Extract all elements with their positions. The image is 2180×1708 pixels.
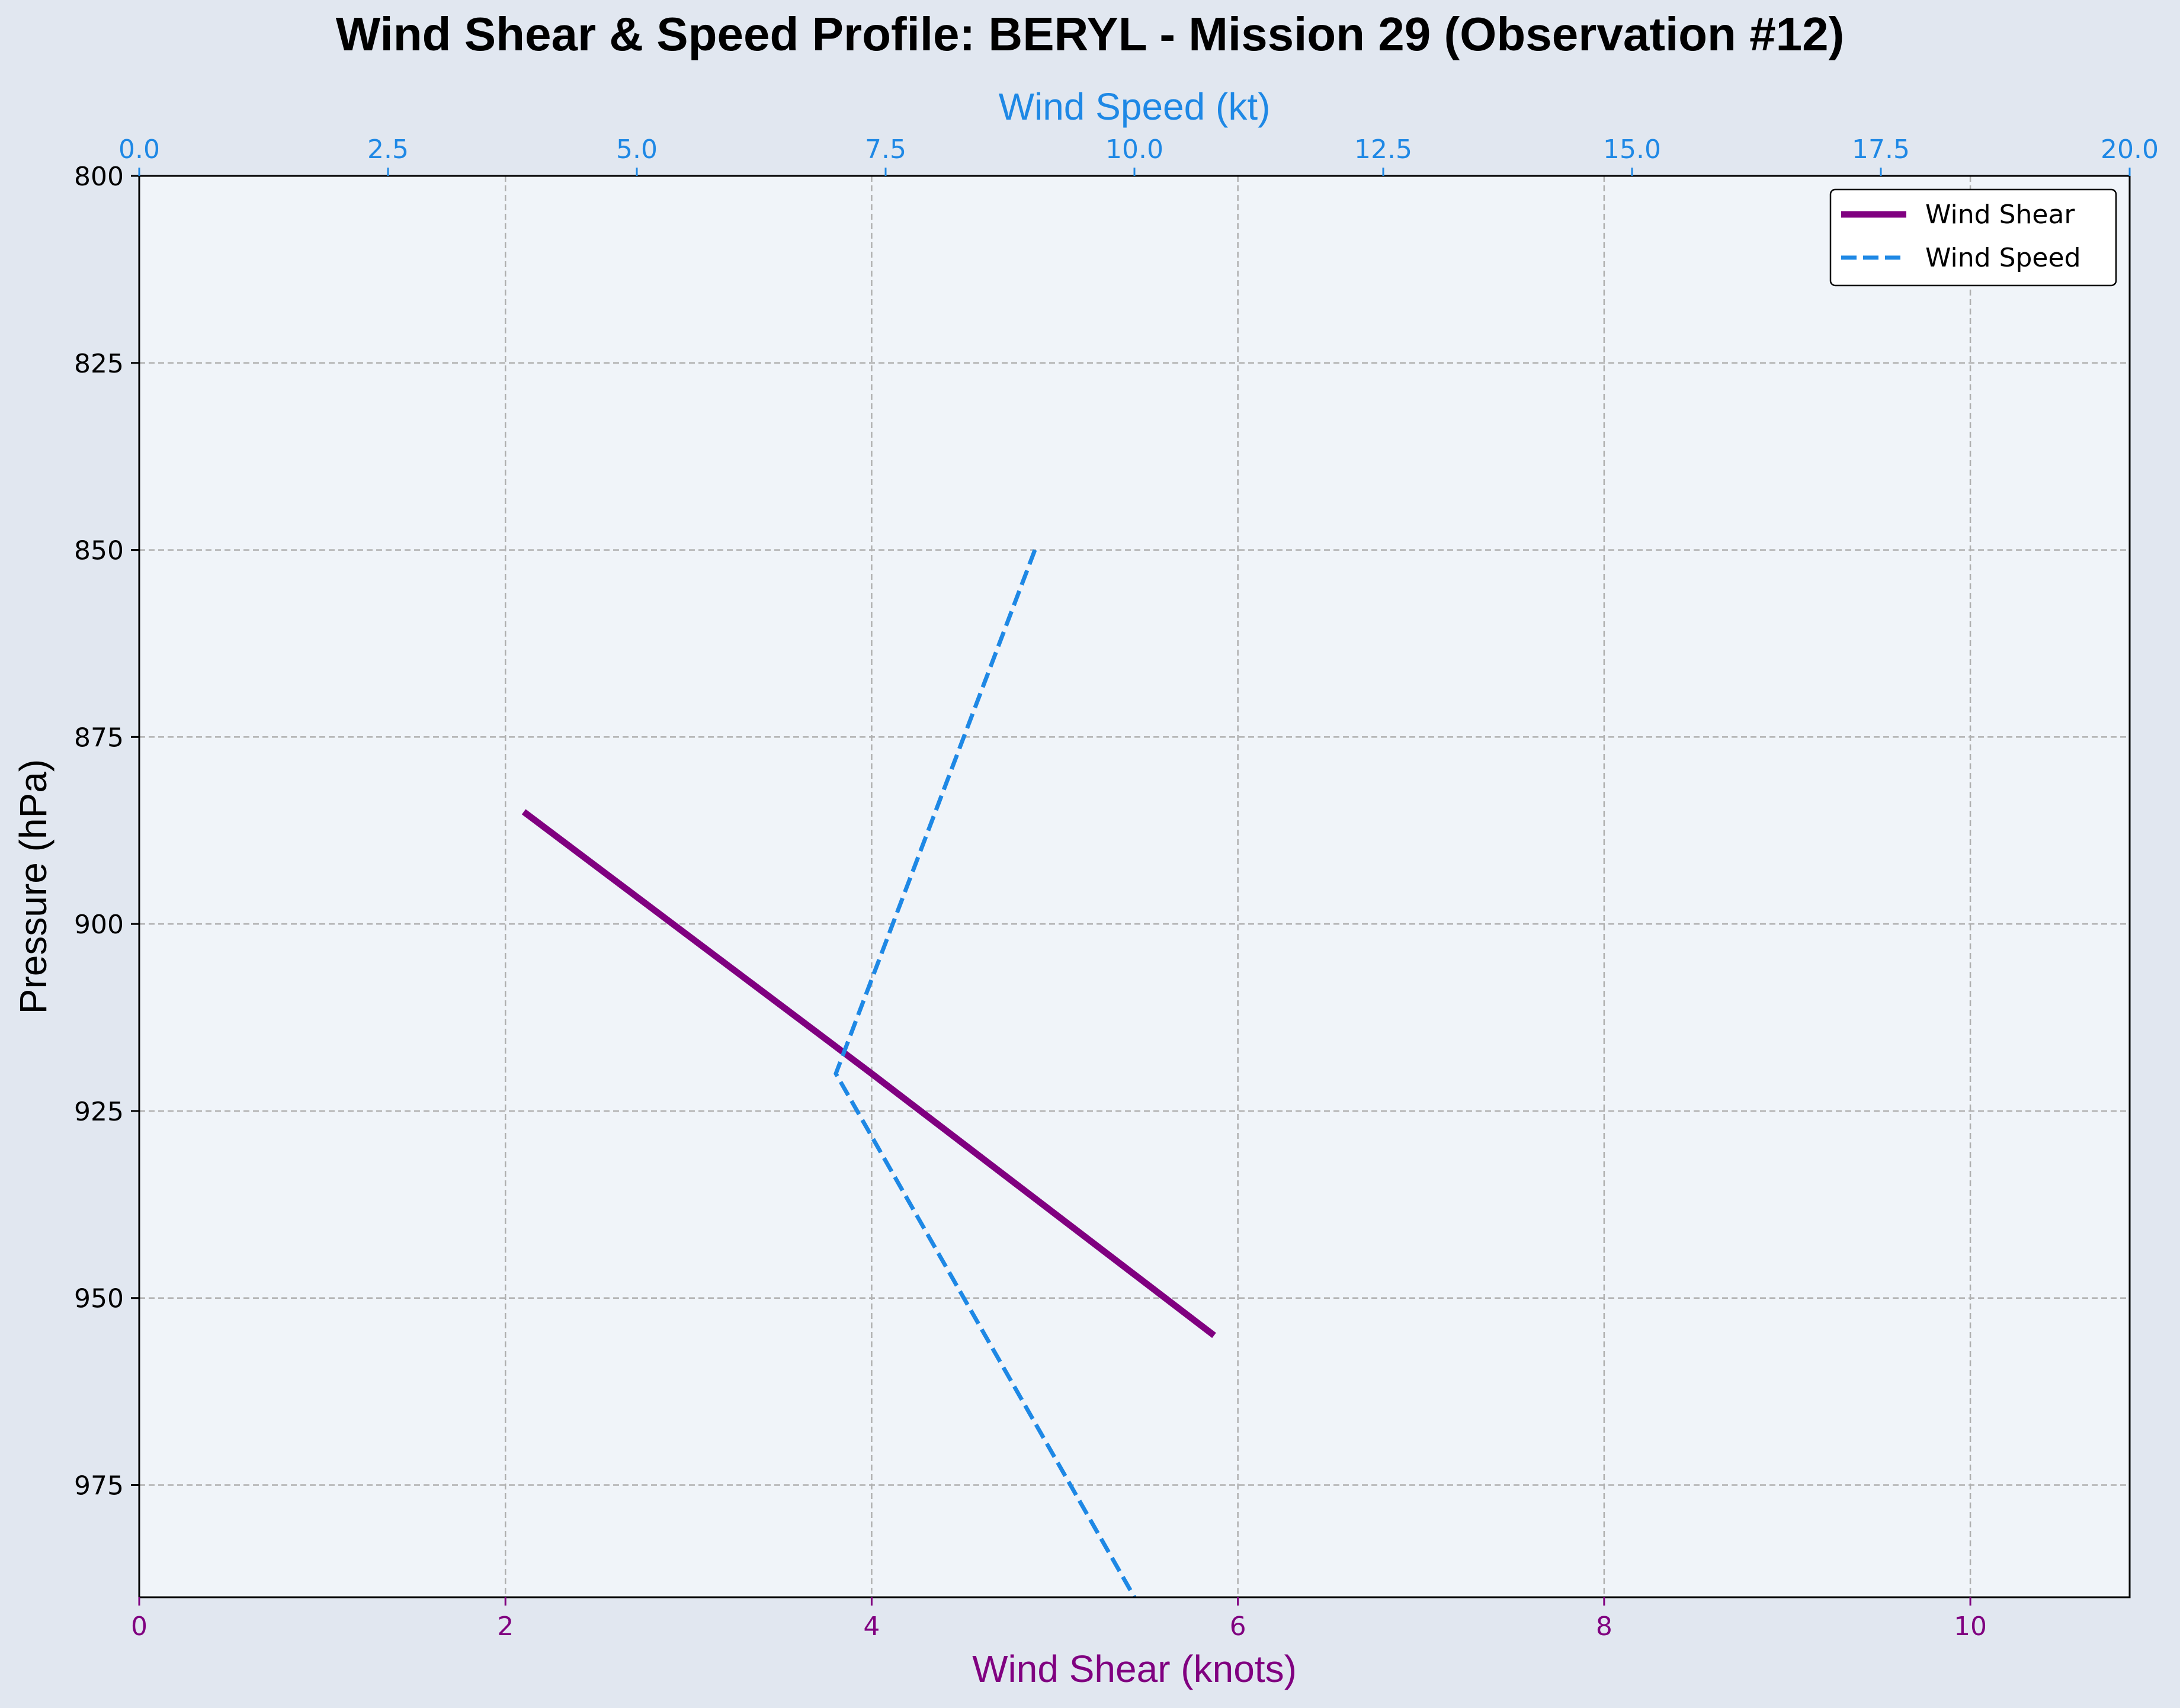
y-tick-label-900: 900 [74, 910, 124, 940]
x-top-tick-label-5.0: 5.0 [616, 134, 658, 165]
y-tick-label-825: 825 [74, 349, 124, 379]
x-axis-bottom-label: Wind Shear (knots) [972, 1648, 1297, 1690]
x-bottom-tick-label-8: 8 [1596, 1611, 1612, 1642]
chart-title: Wind Shear & Speed Profile: BERYL - Miss… [336, 8, 1845, 60]
x-top-tick-label-17.5: 17.5 [1852, 134, 1910, 165]
y-tick-label-975: 975 [74, 1471, 124, 1501]
legend: Wind Shear Wind Speed [1829, 188, 2117, 287]
series-line-wind-speed [833, 549, 1137, 1597]
series-line-wind-shear [521, 809, 1216, 1338]
y-tick-label-850: 850 [74, 536, 124, 566]
x-bottom-tick-label-0: 0 [131, 1611, 148, 1642]
x-top-tick-label-0.0: 0.0 [118, 134, 160, 165]
y-axis: 800 825 850 875 900 925 950 975 [74, 162, 139, 1501]
legend-label-wind-speed: Wind Speed [1925, 243, 2081, 273]
x-top-tick-label-20.0: 20.0 [2101, 134, 2159, 165]
y-tick-label-800: 800 [74, 162, 124, 192]
x-top-tick-label-15.0: 15.0 [1603, 134, 1661, 165]
x-bottom-tick-label-6: 6 [1230, 1611, 1246, 1642]
grid [139, 176, 2130, 1597]
legend-label-wind-shear: Wind Shear [1925, 200, 2075, 230]
y-tick-label-875: 875 [74, 723, 124, 753]
x-top-tick-label-10.0: 10.0 [1105, 134, 1163, 165]
x-top-tick-label-2.5: 2.5 [367, 134, 409, 165]
series-layer [521, 549, 1216, 1597]
y-axis-label: Pressure (hPa) [12, 759, 54, 1014]
x-bottom-tick-label-10: 10 [1954, 1611, 1987, 1642]
x-axis-bottom: 0 2 4 6 8 10 [131, 1597, 1987, 1642]
x-top-tick-label-7.5: 7.5 [865, 134, 906, 165]
y-tick-label-950: 950 [74, 1284, 124, 1314]
x-top-tick-label-12.5: 12.5 [1354, 134, 1412, 165]
x-bottom-tick-label-2: 2 [497, 1611, 514, 1642]
x-axis-top-label: Wind Speed (kt) [999, 85, 1271, 128]
y-tick-label-925: 925 [74, 1097, 124, 1127]
x-bottom-tick-label-4: 4 [863, 1611, 880, 1642]
x-axis-top: 0.0 2.5 5.0 7.5 10.0 12.5 15.0 17.5 20.0 [118, 134, 2159, 176]
plot-area [139, 176, 2130, 1597]
